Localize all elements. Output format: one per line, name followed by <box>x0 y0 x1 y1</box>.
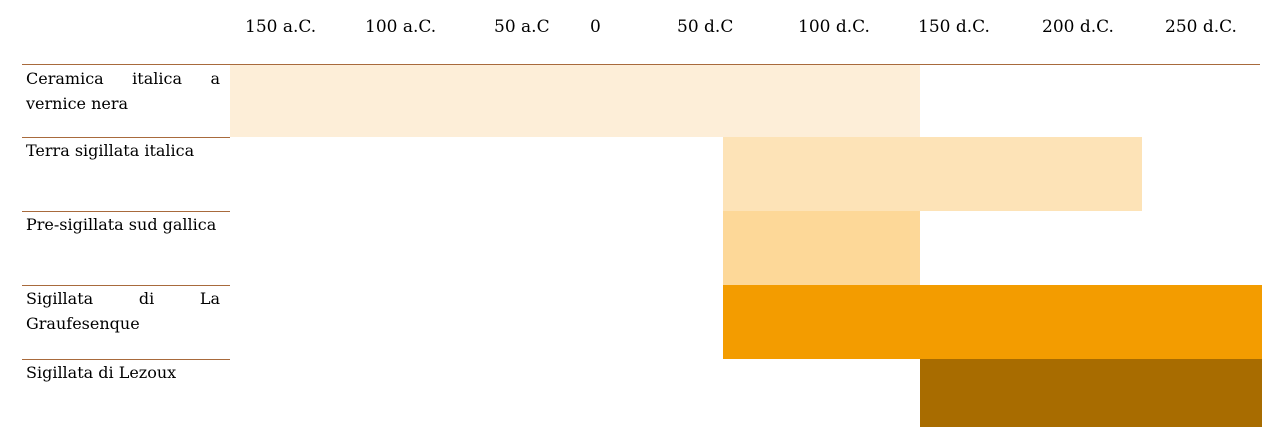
timeline-bar <box>723 211 920 285</box>
row-label: Sigillata di Lezoux <box>26 363 177 382</box>
row-separator <box>22 137 230 138</box>
x-tick-label: 250 d.C. <box>1165 17 1237 37</box>
timeline-bar <box>920 359 1262 427</box>
row-separator <box>22 359 230 360</box>
row-label: Ceramica italica a vernice nera <box>26 69 220 113</box>
row-label: Pre-sigillata sud gallica <box>26 215 217 234</box>
row-separator <box>22 211 230 212</box>
timeline-bar <box>723 285 1262 359</box>
x-tick-label: 150 d.C. <box>918 17 990 37</box>
timeline-bar <box>230 65 920 137</box>
row-label: Terra sigillata italica <box>26 141 195 160</box>
x-tick-label: 200 d.C. <box>1042 17 1114 37</box>
x-tick-label: 100 d.C. <box>798 17 870 37</box>
row-label: Sigillata di La Graufesenque <box>26 289 220 333</box>
x-tick-label: 100 a.C. <box>365 17 437 37</box>
row-separator <box>22 285 230 286</box>
x-tick-label: 50 a.C <box>494 17 550 37</box>
x-tick-label: 150 a.C. <box>245 17 317 37</box>
x-tick-label: 0 <box>590 17 601 37</box>
timeline-bar <box>723 137 1142 211</box>
header-rule <box>22 64 1260 65</box>
x-tick-label: 50 d.C <box>677 17 734 37</box>
